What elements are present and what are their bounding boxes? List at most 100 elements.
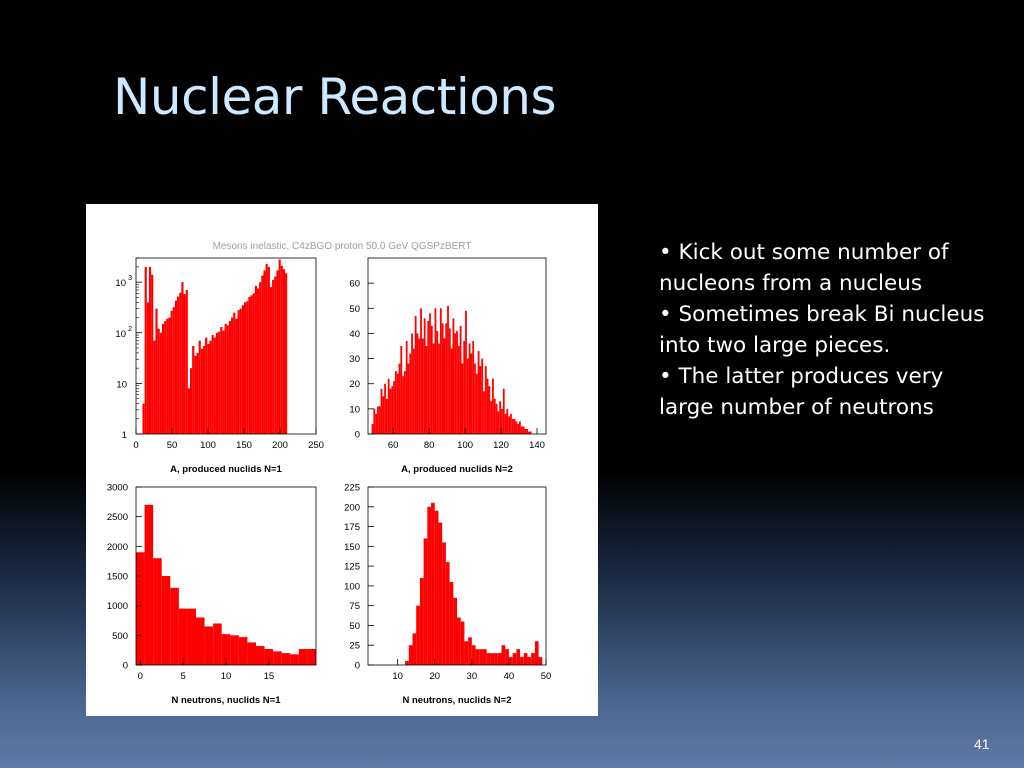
slide-title: Nuclear Reactions	[113, 68, 557, 126]
bar	[465, 310, 467, 434]
y-tick-label: 500	[112, 631, 128, 642]
bar	[486, 653, 491, 665]
y-tick-label: 125	[344, 562, 360, 573]
bar	[453, 597, 457, 665]
bar	[427, 506, 432, 665]
x-tick-label: 100	[457, 440, 473, 451]
bar	[170, 587, 179, 665]
bar	[148, 266, 152, 434]
bar	[520, 657, 524, 665]
bar	[393, 381, 395, 434]
bar	[211, 335, 214, 434]
bar	[434, 510, 439, 665]
bar	[385, 398, 388, 434]
bar	[273, 651, 282, 665]
bar	[420, 308, 422, 434]
bar	[155, 308, 158, 434]
bar	[161, 323, 165, 434]
x-tick-label: 0	[138, 671, 143, 682]
bar	[501, 645, 506, 665]
bar	[538, 657, 543, 665]
bar	[221, 634, 231, 665]
bar	[233, 312, 236, 434]
bar	[524, 428, 527, 434]
bar	[196, 352, 199, 434]
bar	[179, 292, 182, 434]
bar	[439, 308, 442, 434]
bar	[389, 388, 392, 434]
bar	[423, 318, 426, 434]
bar	[280, 265, 283, 434]
bar	[166, 318, 169, 434]
bar	[185, 289, 188, 434]
bar	[461, 363, 464, 434]
y-tick-label: 10	[116, 379, 127, 390]
bar	[450, 348, 453, 434]
bar	[267, 266, 270, 434]
bar	[380, 388, 383, 434]
bar	[218, 331, 221, 434]
y-tick-exponent: 2	[128, 326, 132, 333]
plot-frame	[367, 257, 547, 435]
x-tick-label: 30	[467, 671, 478, 682]
bar	[459, 325, 462, 434]
bar	[254, 285, 257, 434]
bar	[198, 340, 201, 434]
bar	[261, 275, 264, 434]
y-tick-label: 50	[349, 304, 360, 315]
bar	[508, 416, 511, 434]
bar	[408, 645, 413, 665]
bar	[412, 348, 415, 434]
y-tick-label: 25	[349, 641, 360, 652]
bar	[443, 338, 446, 434]
x-tick-label: 40	[504, 671, 515, 682]
bar	[263, 270, 266, 434]
bar	[282, 269, 286, 434]
bullet-item-1: • Kick out some number of nucleons from …	[659, 240, 949, 296]
x-tick-label: 200	[272, 440, 288, 451]
bar	[516, 649, 521, 665]
x-tick-label: 20	[429, 671, 440, 682]
bar	[222, 330, 225, 434]
plot-frame	[367, 486, 547, 666]
x-axis-label: N neutrons, nuclids N=2	[402, 695, 511, 706]
bar	[144, 504, 154, 665]
bar	[265, 263, 268, 434]
y-tick-label: 1000	[107, 601, 128, 612]
bar	[506, 408, 509, 434]
bar	[237, 310, 240, 434]
bar	[274, 276, 277, 434]
bar	[483, 391, 485, 434]
histogram-figure: Mesons inelastic, C4zBGO proton 50.0 GeV…	[86, 204, 598, 716]
bar	[508, 657, 513, 665]
bar	[454, 333, 457, 434]
y-tick-label: 100	[344, 581, 360, 592]
bar	[248, 296, 251, 434]
y-tick-label: 10	[349, 404, 360, 415]
bar	[307, 648, 316, 665]
bar	[457, 617, 461, 665]
panel-3: 0 5 10 15 0 500 1000 1500 2000 2500 3000 N neutrons…	[107, 483, 317, 706]
bar	[505, 649, 509, 665]
bar	[187, 388, 190, 434]
bar	[448, 328, 451, 434]
y-tick-label: 10	[115, 278, 126, 289]
bar	[371, 423, 374, 434]
x-tick-label: 10	[392, 671, 403, 682]
x-tick-label: 100	[200, 440, 216, 451]
bar	[230, 635, 239, 665]
bar	[239, 308, 242, 434]
bar	[436, 330, 439, 434]
y-tick-label: 175	[344, 522, 360, 533]
bar	[174, 300, 178, 434]
bar	[407, 363, 410, 434]
bar	[387, 378, 390, 434]
y-tick-label: 150	[344, 542, 360, 553]
y-tick-label: 75	[349, 601, 360, 612]
bar	[205, 337, 208, 434]
bar	[425, 346, 428, 434]
bar	[523, 653, 528, 665]
bar	[479, 649, 483, 665]
bar	[146, 302, 149, 434]
